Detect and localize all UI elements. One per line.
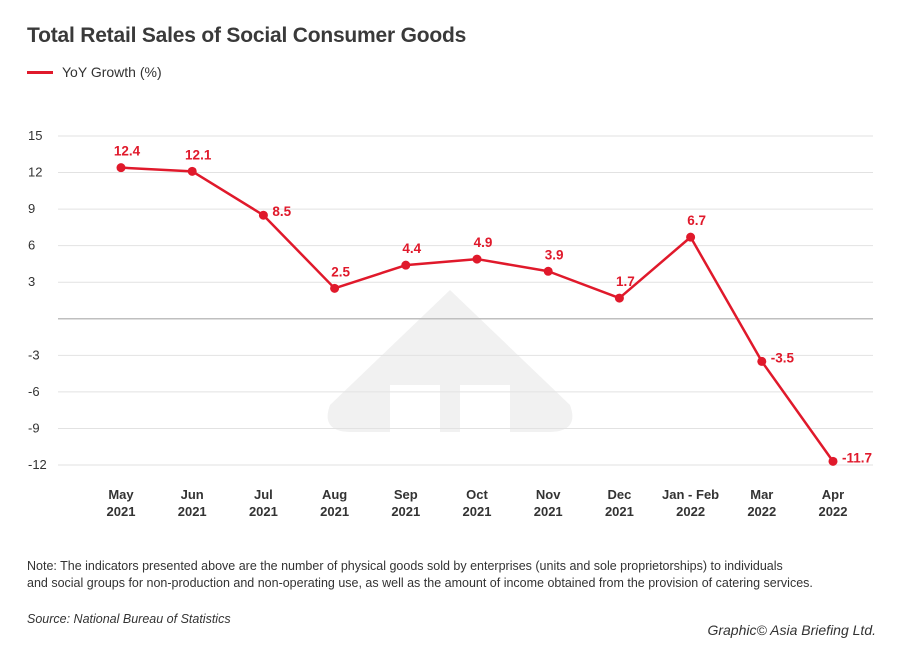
data-point: [401, 260, 411, 270]
y-tick-label: 12: [28, 165, 42, 180]
credit: Graphic© Asia Briefing Ltd.: [707, 622, 876, 638]
data-point: [116, 163, 126, 173]
x-tick-label: Jul 2021: [249, 487, 278, 519]
series-points: [116, 163, 838, 466]
data-label: 6.7: [687, 213, 706, 228]
data-label: 4.4: [402, 241, 421, 256]
data-label: 8.5: [272, 204, 291, 219]
note-line-1: Note: The indicators presented above are…: [27, 559, 783, 573]
watermark-logo: [327, 290, 573, 432]
x-tick-label: Mar 2022: [747, 487, 776, 519]
x-tick-label: Oct 2021: [463, 487, 492, 519]
legend: YoY Growth (%): [27, 64, 162, 80]
x-axis: May 2021 Jun 2021 Jul 2021 Aug 2021 Sep 2021 Oct 20…: [107, 487, 848, 519]
x-tick-label: May 2021: [107, 487, 136, 519]
x-tick-label: Aug 2021: [320, 487, 349, 519]
note: Note: The indicators presented above are…: [27, 558, 887, 592]
y-tick-label: -12: [28, 457, 47, 472]
data-point: [330, 283, 340, 293]
y-tick-label: -3: [28, 347, 40, 362]
data-point: [472, 254, 482, 264]
data-point: [258, 210, 268, 220]
source: Source: National Bureau of Statistics: [27, 612, 231, 626]
x-tick-label: Dec 2021: [605, 487, 634, 519]
x-tick-label: Jan - Feb 2022: [662, 487, 719, 519]
data-label: -11.7: [842, 450, 872, 465]
data-label: 3.9: [545, 247, 564, 262]
y-tick-label: 9: [28, 201, 35, 216]
data-point: [757, 356, 767, 366]
data-point: [686, 232, 696, 242]
x-tick-label: Nov 2021: [534, 487, 563, 519]
data-point: [614, 293, 624, 303]
y-axis: 15 12 9 6 3 -3 -6 -9 -12: [28, 128, 47, 472]
chart-title: Total Retail Sales of Social Consumer Go…: [27, 24, 467, 47]
data-point: [543, 266, 553, 276]
data-point: [187, 166, 197, 176]
y-tick-label: 3: [28, 274, 35, 289]
data-label: 12.4: [114, 144, 141, 159]
y-tick-label: 6: [28, 238, 35, 253]
y-tick-label: -9: [28, 420, 40, 435]
data-labels: 12.4 12.1 8.5 2.5 4.4 4.9 3.9 1.7 6.7 -3.5 -11.7: [114, 144, 872, 466]
data-label: 4.9: [474, 235, 493, 250]
y-tick-label: 15: [28, 128, 42, 143]
legend-label: YoY Growth (%): [62, 64, 162, 80]
data-label: 12.1: [185, 147, 212, 162]
data-label: 1.7: [616, 274, 635, 289]
x-tick-label: Apr 2022: [819, 487, 848, 519]
data-point: [828, 456, 838, 466]
legend-swatch: [27, 70, 53, 74]
x-tick-label: Jun 2021: [178, 487, 207, 519]
data-label: -3.5: [771, 350, 795, 365]
x-tick-label: Sep 2021: [391, 487, 420, 519]
data-label: 2.5: [331, 264, 350, 279]
note-line-2: and social groups for non-production and…: [27, 576, 813, 590]
y-tick-label: -6: [28, 384, 40, 399]
